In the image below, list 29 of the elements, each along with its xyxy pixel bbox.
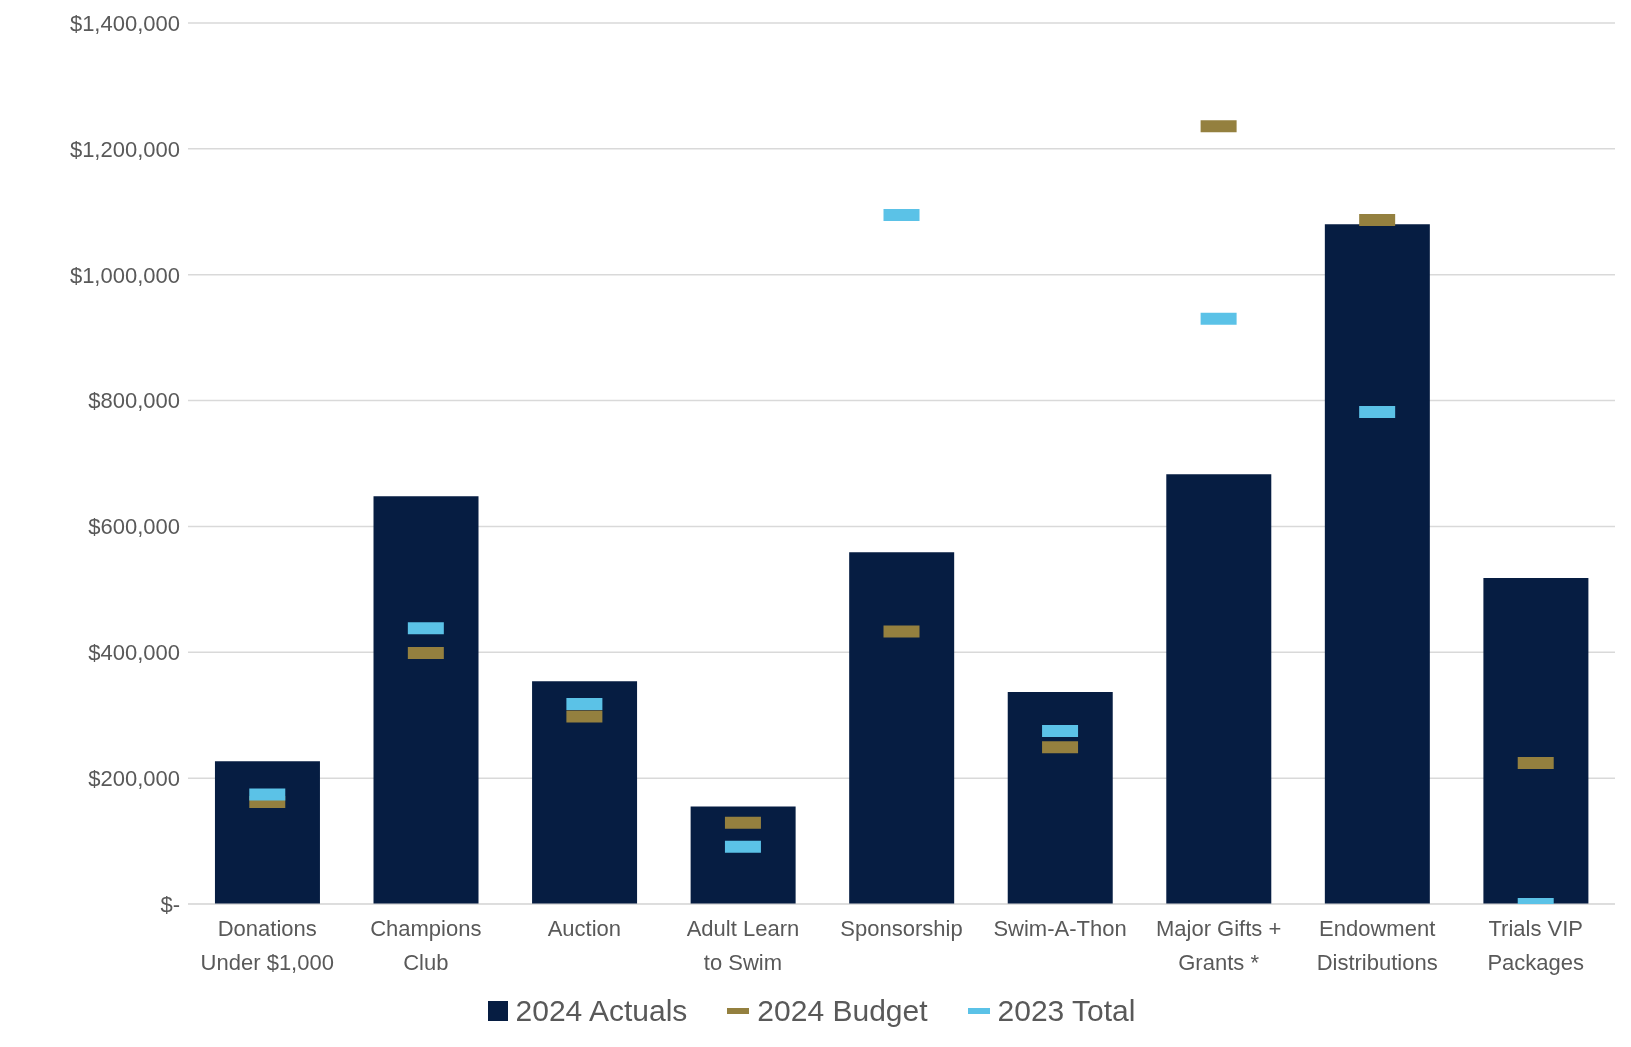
y-tick-label: $1,000,000 [69, 262, 180, 288]
x-tick-label: Sponsorship [840, 916, 963, 941]
bar [1324, 224, 1430, 904]
y-tick-label: $800,000 [88, 388, 180, 414]
y-tick-label: $- [160, 891, 180, 917]
y-tick-label: $1,400,000 [69, 10, 180, 36]
x-tick-label: Major Gifts + Grants * [1155, 916, 1282, 975]
x-tick-label: Adult Learn to Swim [686, 916, 800, 975]
y-tick-label: $400,000 [88, 640, 180, 666]
y-tick-label: $200,000 [88, 765, 180, 791]
bar [214, 761, 320, 904]
y-tick-label: $600,000 [88, 514, 180, 540]
x-tick-label: Champions Club [370, 916, 482, 975]
bar [849, 552, 955, 904]
legend-label: 2024 Budget [757, 994, 928, 1028]
x-tick-label: Auction [547, 916, 622, 941]
y-tick-label: $1,200,000 [69, 136, 180, 162]
legend-label: 2023 Total [997, 994, 1136, 1028]
x-tick-label: Donations Under $1,000 [200, 916, 334, 975]
bar [690, 806, 796, 904]
x-tick-label: Trials VIP Packages [1487, 916, 1585, 975]
x-tick-label: Swim-A-Thon [993, 916, 1127, 941]
bar [1483, 578, 1589, 904]
bar [1166, 474, 1272, 904]
bar [1007, 691, 1113, 904]
bar [373, 496, 479, 904]
x-tick-label: Endowment Distributions [1316, 916, 1438, 975]
bar [532, 681, 638, 904]
legend-label: 2024 Actuals [515, 994, 688, 1028]
